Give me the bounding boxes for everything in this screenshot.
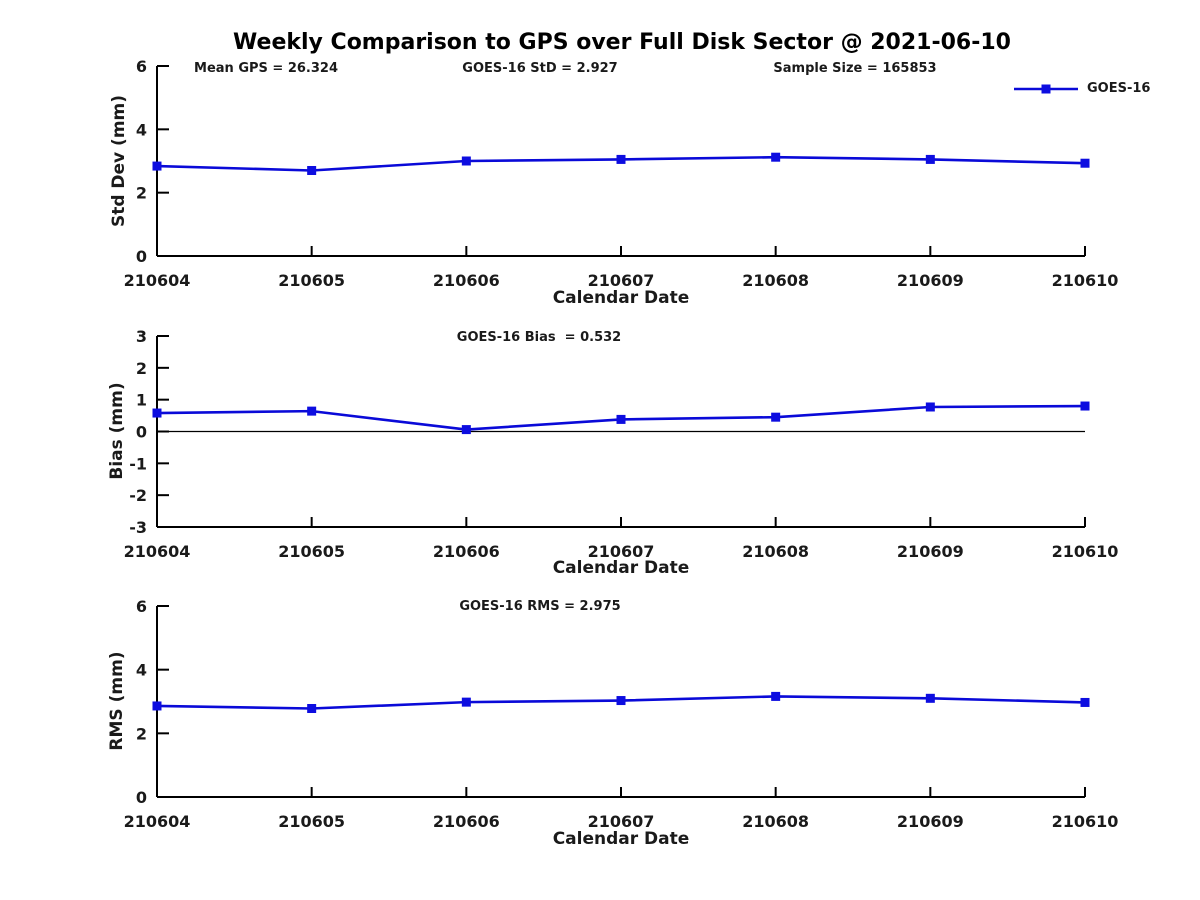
series-marker bbox=[925, 154, 935, 164]
x-tick-label: 210605 bbox=[278, 542, 345, 561]
series-marker bbox=[307, 406, 317, 416]
series-marker bbox=[1080, 158, 1090, 168]
x-tick-label: 210609 bbox=[897, 271, 964, 290]
series-marker bbox=[925, 402, 935, 412]
ylabel-std-dev: Std Dev (mm) bbox=[109, 94, 129, 228]
subplot-rms: 0 2 4 6 210604 210605 210606 210607 210608 210609… bbox=[124, 597, 1119, 831]
x-tick-label: 210608 bbox=[742, 271, 809, 290]
stat-sample-size: Sample Size = 165853 bbox=[773, 61, 937, 76]
series-marker bbox=[152, 408, 162, 418]
x-tick-label: 210606 bbox=[433, 812, 500, 831]
series-marker bbox=[461, 425, 471, 435]
x-tick-label: 210604 bbox=[124, 271, 191, 290]
x-tick-label: 210608 bbox=[742, 542, 809, 561]
x-tick-label: 210610 bbox=[1052, 271, 1119, 290]
x-tick-label: 210607 bbox=[588, 542, 655, 561]
page-title: Weekly Comparison to GPS over Full Disk … bbox=[233, 30, 1011, 55]
series-marker bbox=[307, 704, 317, 714]
legend-marker-sample bbox=[1041, 84, 1051, 93]
x-tick-label: 210608 bbox=[742, 812, 809, 831]
x-tick-label: 210609 bbox=[897, 542, 964, 561]
x-tick-label: 210607 bbox=[588, 812, 655, 831]
x-tick-label: 210607 bbox=[588, 271, 655, 290]
series-marker bbox=[152, 701, 162, 711]
x-tick-label: 210604 bbox=[124, 542, 191, 561]
stat-goes16-rms: GOES-16 RMS = 2.975 bbox=[459, 599, 621, 614]
series-marker bbox=[771, 152, 781, 162]
y-tick-label: 4 bbox=[136, 120, 147, 139]
series-marker bbox=[461, 156, 471, 166]
y-tick-label: 6 bbox=[136, 597, 147, 616]
y-tick-label: 2 bbox=[136, 184, 147, 203]
y-tick-label: 4 bbox=[136, 661, 147, 680]
subplot-std-dev: 0 2 4 6 210604 210605 210606 210607 210608 210609… bbox=[124, 57, 1119, 290]
stat-goes16-std: GOES-16 StD = 2.927 bbox=[462, 61, 618, 76]
legend: GOES-16 bbox=[1014, 81, 1150, 96]
series-marker bbox=[307, 166, 317, 175]
y-tick-label: -1 bbox=[129, 454, 147, 473]
x-tick-label: 210604 bbox=[124, 812, 191, 831]
series-marker bbox=[771, 412, 781, 422]
series-marker bbox=[1080, 401, 1090, 411]
y-tick-label: 6 bbox=[136, 57, 147, 76]
y-tick-label: -3 bbox=[129, 518, 147, 537]
x-tick-label: 210605 bbox=[278, 271, 345, 290]
y-tick-label: 0 bbox=[136, 247, 147, 266]
xlabel-calendar-date-3: Calendar Date bbox=[552, 829, 690, 849]
stat-goes16-bias: GOES-16 Bias = 0.532 bbox=[456, 330, 622, 345]
x-tick-label: 210606 bbox=[433, 542, 500, 561]
legend-series-label: GOES-16 bbox=[1087, 81, 1151, 96]
xlabel-calendar-date-1: Calendar Date bbox=[552, 288, 690, 308]
xlabel-calendar-date-2: Calendar Date bbox=[552, 558, 690, 578]
x-tick-label: 210610 bbox=[1052, 812, 1119, 831]
series-marker bbox=[925, 693, 935, 703]
y-tick-label: 0 bbox=[136, 788, 147, 807]
y-tick-label: 1 bbox=[136, 391, 147, 410]
subplot-bias: -3 -2 -1 0 1 2 3 210604 210605 210606 210607 210608… bbox=[124, 327, 1119, 561]
x-tick-label: 210610 bbox=[1052, 542, 1119, 561]
y-tick-label: 2 bbox=[136, 724, 147, 743]
y-tick-label: 2 bbox=[136, 359, 147, 378]
x-tick-label: 210605 bbox=[278, 812, 345, 831]
series-marker bbox=[616, 414, 626, 424]
series-marker bbox=[771, 691, 781, 701]
series-marker bbox=[616, 154, 626, 164]
series-marker bbox=[616, 696, 626, 706]
legend-sample bbox=[1014, 84, 1078, 93]
ylabel-rms: RMS (mm) bbox=[107, 651, 127, 751]
y-tick-label: 3 bbox=[136, 327, 147, 346]
ylabel-bias: Bias (mm) bbox=[107, 382, 127, 480]
x-tick-label: 210606 bbox=[433, 271, 500, 290]
series-marker bbox=[461, 697, 471, 707]
series-marker bbox=[152, 161, 162, 171]
stat-mean-gps: Mean GPS = 26.324 bbox=[194, 61, 338, 76]
series-marker bbox=[1080, 697, 1090, 707]
x-tick-label: 210609 bbox=[897, 812, 964, 831]
y-tick-label: 0 bbox=[136, 423, 147, 442]
y-tick-label: -2 bbox=[129, 486, 147, 505]
